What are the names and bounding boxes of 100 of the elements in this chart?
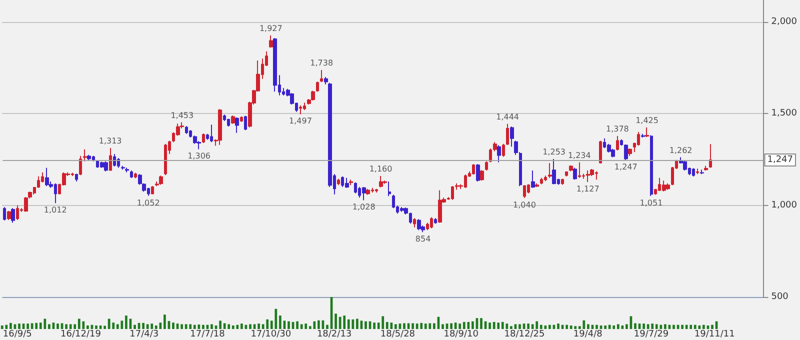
bar bbox=[651, 324, 654, 329]
bar bbox=[326, 324, 328, 329]
candlestick bbox=[113, 154, 116, 167]
annotation: 1,028 bbox=[352, 202, 376, 212]
bar bbox=[304, 324, 308, 329]
candlestick bbox=[379, 176, 383, 188]
bar bbox=[433, 323, 436, 329]
bar bbox=[702, 324, 705, 329]
annotation: 1,306 bbox=[188, 152, 211, 161]
bar bbox=[373, 322, 376, 329]
bar bbox=[462, 322, 466, 329]
bar bbox=[510, 326, 512, 329]
bar bbox=[10, 322, 12, 329]
bar bbox=[142, 322, 144, 329]
candlestick bbox=[231, 115, 235, 124]
candlestick bbox=[189, 130, 192, 138]
bar bbox=[660, 324, 662, 329]
candlestick bbox=[535, 182, 539, 188]
bar bbox=[386, 322, 388, 329]
candlestick bbox=[696, 168, 699, 175]
candlestick bbox=[413, 218, 416, 228]
bar bbox=[184, 324, 188, 329]
bar bbox=[685, 324, 688, 329]
bar bbox=[164, 314, 166, 329]
bar bbox=[0, 325, 4, 329]
annotation: 1,247 bbox=[614, 162, 638, 172]
annotation: 1,127 bbox=[576, 184, 600, 194]
bar bbox=[356, 318, 358, 329]
candlestick bbox=[130, 170, 133, 178]
bar bbox=[154, 325, 158, 329]
x-tick-label: 19/4/8 bbox=[573, 330, 603, 340]
bar bbox=[69, 324, 72, 329]
bar bbox=[587, 324, 590, 329]
x-tick-label: 19/11/11 bbox=[694, 330, 735, 340]
candlestick bbox=[599, 140, 602, 164]
annotation: 1,497 bbox=[289, 116, 312, 126]
bar bbox=[403, 323, 406, 329]
candlestick bbox=[125, 167, 129, 173]
candlestick bbox=[506, 123, 509, 146]
candlestick bbox=[611, 148, 615, 158]
annotation: 1,234 bbox=[568, 150, 591, 160]
candlestick bbox=[641, 133, 645, 138]
bar bbox=[134, 324, 136, 329]
bar bbox=[116, 324, 119, 329]
bar bbox=[108, 318, 110, 329]
candlestick bbox=[561, 178, 564, 186]
candlestick bbox=[480, 170, 484, 182]
bar bbox=[223, 323, 226, 329]
candlestick bbox=[375, 188, 378, 193]
candlestick bbox=[523, 184, 526, 198]
annotation: 1,313 bbox=[98, 136, 122, 146]
candlestick bbox=[273, 38, 277, 92]
bar bbox=[86, 325, 89, 329]
bar bbox=[646, 324, 650, 329]
bar bbox=[557, 324, 560, 329]
candlestick bbox=[244, 115, 247, 131]
candlestick bbox=[164, 143, 167, 176]
bar bbox=[412, 323, 414, 329]
candlestick bbox=[565, 170, 568, 177]
annotation: 854 bbox=[415, 234, 431, 244]
annotation: 1,378 bbox=[606, 124, 629, 134]
bar bbox=[472, 321, 474, 329]
y-tick-label: 1,000 bbox=[771, 200, 798, 210]
candlestick bbox=[316, 81, 319, 92]
bar bbox=[219, 320, 222, 329]
bar bbox=[428, 323, 432, 329]
candlestick bbox=[109, 147, 112, 172]
bar bbox=[527, 324, 530, 329]
annotation: 1,262 bbox=[669, 146, 692, 155]
candlestick bbox=[240, 116, 243, 122]
bar bbox=[78, 318, 80, 329]
bar bbox=[655, 324, 658, 329]
bar bbox=[172, 322, 174, 329]
candlestick bbox=[573, 167, 577, 180]
bar bbox=[112, 322, 115, 329]
candlestick bbox=[548, 162, 552, 178]
bar bbox=[540, 324, 542, 329]
bar bbox=[338, 316, 342, 329]
bar bbox=[258, 324, 260, 329]
candlestick bbox=[704, 165, 708, 171]
annotation: 1,051 bbox=[640, 198, 663, 208]
bar bbox=[698, 325, 701, 329]
candlestick bbox=[303, 102, 306, 110]
bar bbox=[240, 324, 243, 329]
bar bbox=[390, 322, 393, 329]
candlestick bbox=[87, 154, 91, 161]
bar bbox=[420, 322, 423, 329]
bar bbox=[608, 324, 611, 329]
candlestick bbox=[104, 160, 108, 172]
y-tick-label: 1,500 bbox=[771, 108, 798, 119]
candlestick bbox=[544, 175, 547, 182]
candlestick bbox=[134, 172, 137, 179]
candlestick bbox=[16, 204, 19, 220]
bar bbox=[74, 324, 76, 329]
bar bbox=[454, 322, 457, 329]
bar bbox=[492, 322, 496, 329]
bar bbox=[35, 322, 38, 329]
annotation: 1,738 bbox=[310, 58, 334, 68]
candlestick bbox=[311, 90, 315, 101]
bar bbox=[506, 324, 508, 329]
